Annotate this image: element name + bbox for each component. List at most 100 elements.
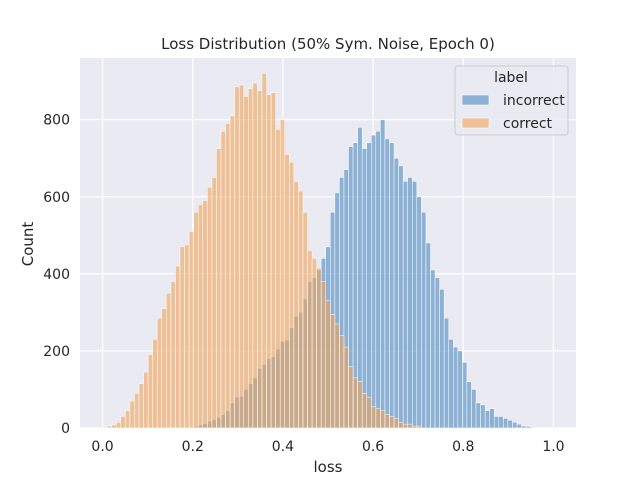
bar-incorrect <box>425 242 431 429</box>
bar-correct <box>138 383 144 429</box>
bar-incorrect <box>430 269 436 429</box>
bar-correct <box>134 393 140 429</box>
x-axis-label: loss <box>314 458 343 476</box>
bar-correct <box>125 410 131 429</box>
legend-swatch-incorrect <box>461 94 490 106</box>
legend-title: label <box>494 70 528 86</box>
bar-incorrect <box>402 181 408 429</box>
bar-correct <box>389 416 395 429</box>
bar-incorrect <box>471 389 477 429</box>
bar-correct <box>111 424 117 429</box>
bar-correct <box>352 377 358 429</box>
bar-incorrect <box>507 420 513 429</box>
bar-correct <box>120 416 126 429</box>
legend: label incorrect correct <box>454 65 569 136</box>
bar-correct <box>211 177 217 429</box>
bar-incorrect <box>494 416 500 429</box>
bar-correct <box>284 154 290 429</box>
y-tick-labels: 0 200 400 600 800 <box>43 113 70 437</box>
bar-correct <box>302 211 308 429</box>
bar-correct <box>243 96 249 429</box>
bar-correct <box>170 281 176 429</box>
bar-incorrect <box>512 421 518 429</box>
bar-correct <box>188 231 194 429</box>
bar-correct <box>129 400 135 429</box>
bar-correct <box>393 418 399 429</box>
bar-correct <box>375 408 381 429</box>
bar-incorrect <box>462 362 468 429</box>
bar-correct <box>252 82 258 429</box>
bar-correct <box>152 339 158 429</box>
bar-correct <box>416 425 422 429</box>
bar-incorrect <box>480 404 486 429</box>
bar-correct <box>193 211 199 429</box>
bar-correct <box>266 94 272 429</box>
bar-incorrect <box>421 211 427 429</box>
bar-correct <box>412 425 418 429</box>
bar-incorrect <box>521 425 527 429</box>
x-tick-label: 0.4 <box>272 439 294 455</box>
bar-incorrect <box>525 426 531 429</box>
bar-incorrect <box>375 130 381 429</box>
bar-correct <box>225 123 231 429</box>
legend-swatch-correct <box>461 117 490 129</box>
bar-correct <box>398 421 404 429</box>
bar-incorrect <box>475 402 481 429</box>
bar-incorrect <box>434 277 440 429</box>
bar-correct <box>330 314 336 429</box>
bar-correct <box>116 421 122 429</box>
bar-incorrect <box>448 339 454 429</box>
bar-correct <box>202 200 208 429</box>
bar-incorrect <box>484 410 490 429</box>
bar-correct <box>298 190 304 429</box>
bar-incorrect <box>384 138 390 429</box>
bar-correct <box>197 204 204 429</box>
bar-correct <box>166 292 172 429</box>
bar-correct <box>402 423 408 429</box>
bar-correct <box>289 161 295 429</box>
chart-title: Loss Distribution (50% Sym. Noise, Epoch… <box>161 35 495 53</box>
histogram-bars <box>106 73 536 429</box>
bar-correct <box>106 425 112 429</box>
bar-correct <box>339 335 345 429</box>
x-tick-label: 0.8 <box>452 439 474 455</box>
bar-correct <box>279 119 286 429</box>
y-tick-label: 800 <box>43 113 70 129</box>
x-tick-label: 0.2 <box>182 439 204 455</box>
bar-correct <box>161 308 167 429</box>
bar-correct <box>179 246 185 429</box>
bar-incorrect <box>371 134 377 429</box>
x-tick-label: 1.0 <box>542 439 564 455</box>
bar-correct <box>261 73 267 429</box>
bar-correct <box>184 244 190 429</box>
bar-incorrect <box>457 350 463 429</box>
bar-correct <box>366 396 372 429</box>
bar-correct <box>361 393 367 429</box>
bar-incorrect <box>412 181 418 429</box>
bar-incorrect <box>530 426 536 429</box>
bar-incorrect <box>389 142 395 429</box>
y-axis-label: Count <box>19 222 37 267</box>
x-tick-label: 0.6 <box>362 439 384 455</box>
y-tick-label: 600 <box>43 190 70 206</box>
bar-incorrect <box>489 408 495 429</box>
y-tick-label: 400 <box>43 267 70 283</box>
bar-incorrect <box>453 346 459 429</box>
bar-correct <box>207 186 213 429</box>
bar-correct <box>147 354 153 429</box>
bar-incorrect <box>516 423 522 429</box>
bar-correct <box>257 90 263 429</box>
legend-label-correct: correct <box>503 116 553 132</box>
bar-correct <box>357 381 363 429</box>
bar-correct <box>270 92 276 429</box>
bar-incorrect <box>466 381 472 429</box>
bar-correct <box>307 250 313 429</box>
y-tick-label: 0 <box>61 421 70 437</box>
bar-incorrect <box>407 177 413 429</box>
bar-correct <box>216 148 222 429</box>
bar-incorrect <box>398 165 404 429</box>
bar-incorrect <box>503 418 509 429</box>
bar-correct <box>407 423 413 429</box>
bar-correct <box>316 267 322 429</box>
bar-correct <box>320 281 326 429</box>
